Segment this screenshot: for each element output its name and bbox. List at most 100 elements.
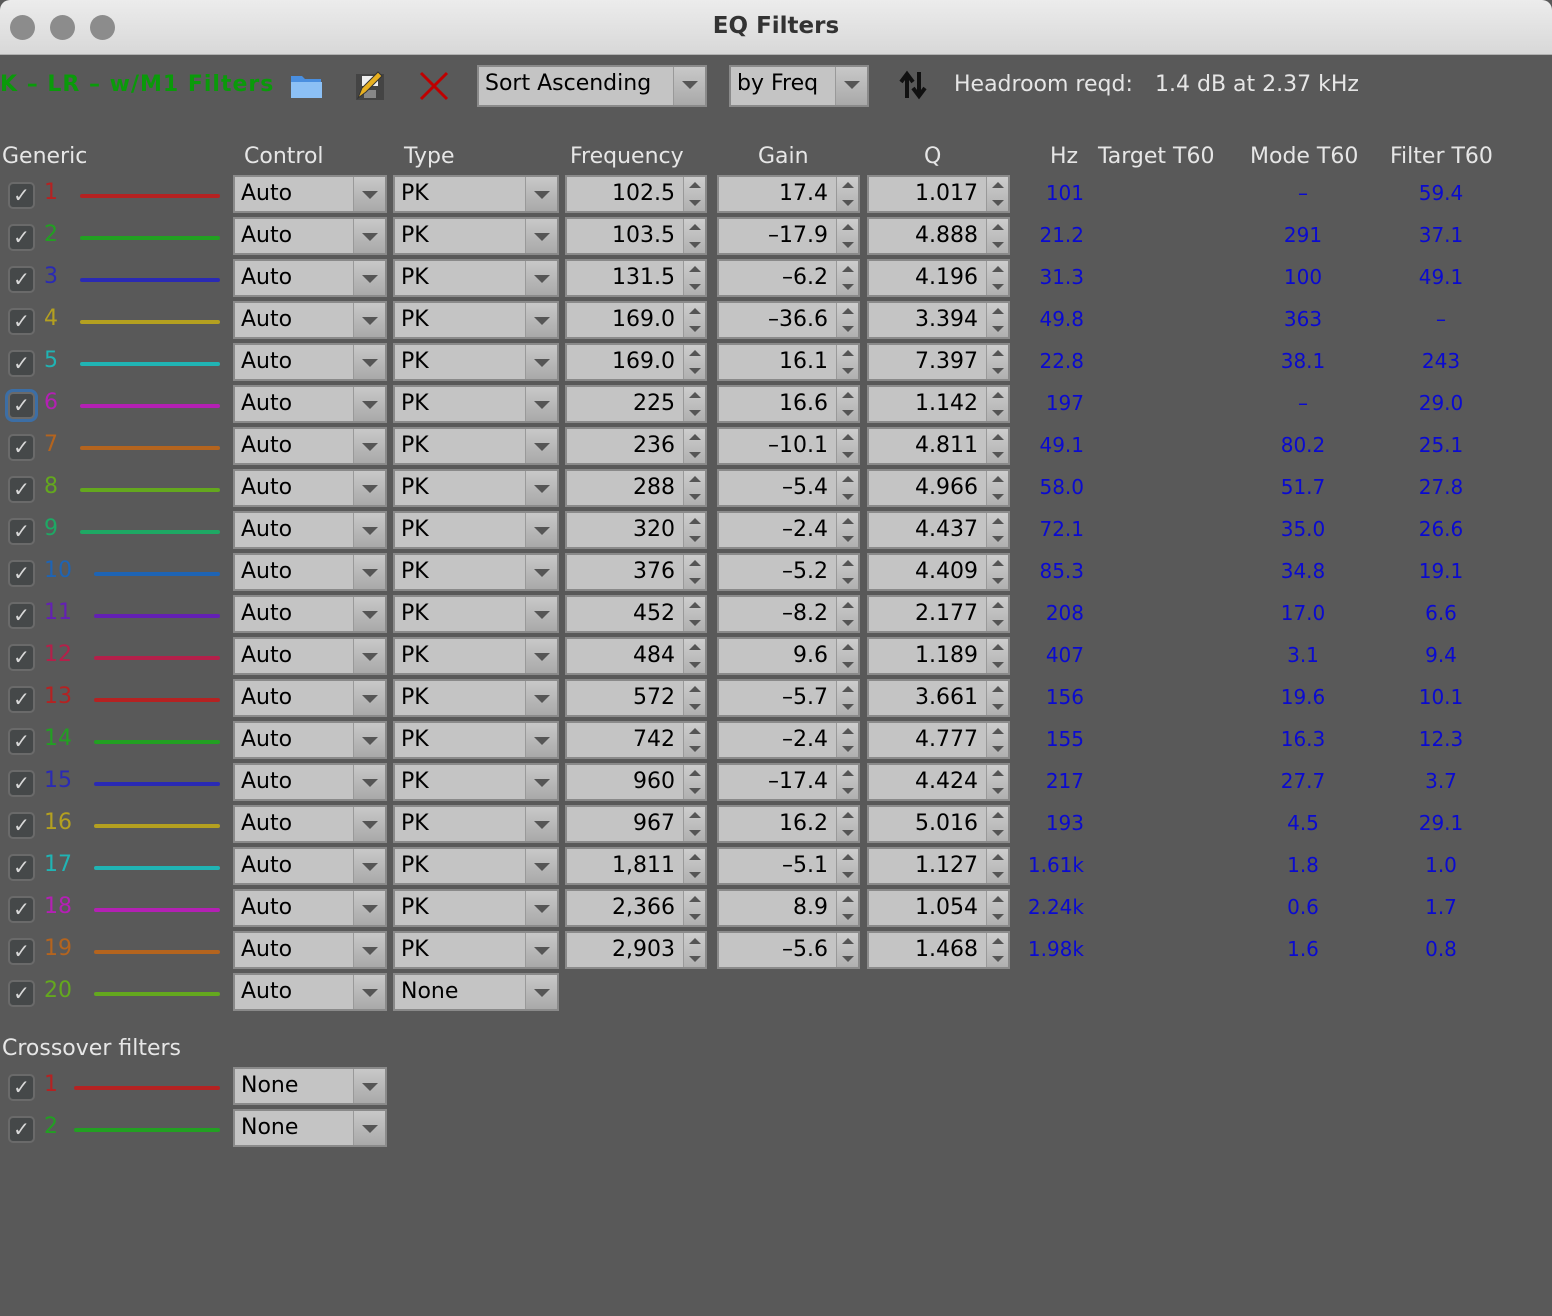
sort-by-select[interactable]: by Freq	[729, 65, 869, 107]
minimize-window-button[interactable]	[50, 15, 75, 40]
control-select[interactable]: Auto	[233, 343, 387, 381]
type-select[interactable]: PK	[393, 175, 559, 213]
close-window-button[interactable]	[10, 15, 35, 40]
spinner-arrows-icon[interactable]	[836, 471, 858, 505]
spinner-arrows-icon[interactable]	[836, 723, 858, 757]
type-select[interactable]: None	[233, 1067, 387, 1105]
frequency-spinner[interactable]: 960	[565, 763, 707, 801]
spinner-arrows-icon[interactable]	[836, 807, 858, 841]
frequency-spinner[interactable]: 742	[565, 721, 707, 759]
control-select[interactable]: Auto	[233, 175, 387, 213]
spinner-arrows-icon[interactable]	[986, 765, 1008, 799]
spinner-arrows-icon[interactable]	[683, 807, 705, 841]
type-select[interactable]: PK	[393, 259, 559, 297]
frequency-spinner[interactable]: 376	[565, 553, 707, 591]
type-select[interactable]: PK	[393, 805, 559, 843]
spinner-arrows-icon[interactable]	[836, 555, 858, 589]
enable-checkbox[interactable]: ✓	[8, 686, 35, 713]
spinner-arrows-icon[interactable]	[836, 303, 858, 337]
q-spinner[interactable]: 1.127	[867, 847, 1010, 885]
spinner-arrows-icon[interactable]	[986, 261, 1008, 295]
spinner-arrows-icon[interactable]	[836, 639, 858, 673]
frequency-spinner[interactable]: 967	[565, 805, 707, 843]
enable-checkbox[interactable]: ✓	[8, 476, 35, 503]
frequency-spinner[interactable]: 2,366	[565, 889, 707, 927]
control-select[interactable]: Auto	[233, 259, 387, 297]
spinner-arrows-icon[interactable]	[683, 219, 705, 253]
spinner-arrows-icon[interactable]	[683, 933, 705, 967]
type-select[interactable]: PK	[393, 721, 559, 759]
folder-icon[interactable]	[290, 72, 322, 100]
close-x-icon[interactable]	[418, 70, 450, 102]
gain-spinner[interactable]: –2.4	[717, 721, 860, 759]
type-select[interactable]: PK	[393, 763, 559, 801]
control-select[interactable]: Auto	[233, 217, 387, 255]
spinner-arrows-icon[interactable]	[683, 597, 705, 631]
spinner-arrows-icon[interactable]	[683, 303, 705, 337]
frequency-spinner[interactable]: 288	[565, 469, 707, 507]
type-select[interactable]: PK	[393, 889, 559, 927]
q-spinner[interactable]: 4.437	[867, 511, 1010, 549]
spinner-arrows-icon[interactable]	[986, 933, 1008, 967]
gain-spinner[interactable]: 9.6	[717, 637, 860, 675]
control-select[interactable]: Auto	[233, 847, 387, 885]
enable-checkbox[interactable]: ✓	[8, 896, 35, 923]
q-spinner[interactable]: 1.054	[867, 889, 1010, 927]
spinner-arrows-icon[interactable]	[986, 555, 1008, 589]
type-select[interactable]: None	[233, 1109, 387, 1147]
enable-checkbox[interactable]: ✓	[8, 980, 35, 1007]
spinner-arrows-icon[interactable]	[986, 303, 1008, 337]
gain-spinner[interactable]: 16.1	[717, 343, 860, 381]
spinner-arrows-icon[interactable]	[836, 261, 858, 295]
q-spinner[interactable]: 5.016	[867, 805, 1010, 843]
spinner-arrows-icon[interactable]	[836, 765, 858, 799]
spinner-arrows-icon[interactable]	[683, 681, 705, 715]
type-select[interactable]: PK	[393, 217, 559, 255]
type-select[interactable]: PK	[393, 469, 559, 507]
gain-spinner[interactable]: –5.4	[717, 469, 860, 507]
gain-spinner[interactable]: –2.4	[717, 511, 860, 549]
gain-spinner[interactable]: 8.9	[717, 889, 860, 927]
enable-checkbox[interactable]: ✓	[8, 602, 35, 629]
spinner-arrows-icon[interactable]	[986, 597, 1008, 631]
spinner-arrows-icon[interactable]	[836, 429, 858, 463]
enable-checkbox[interactable]: ✓	[8, 392, 35, 419]
spinner-arrows-icon[interactable]	[986, 345, 1008, 379]
control-select[interactable]: Auto	[233, 973, 387, 1011]
enable-checkbox[interactable]: ✓	[8, 1116, 35, 1143]
gain-spinner[interactable]: –6.2	[717, 259, 860, 297]
control-select[interactable]: Auto	[233, 679, 387, 717]
spinner-arrows-icon[interactable]	[683, 471, 705, 505]
spinner-arrows-icon[interactable]	[836, 513, 858, 547]
spinner-arrows-icon[interactable]	[836, 681, 858, 715]
spinner-arrows-icon[interactable]	[986, 387, 1008, 421]
frequency-spinner[interactable]: 225	[565, 385, 707, 423]
type-select[interactable]: PK	[393, 553, 559, 591]
spinner-arrows-icon[interactable]	[986, 681, 1008, 715]
sort-arrows-icon[interactable]	[898, 70, 928, 100]
control-select[interactable]: Auto	[233, 805, 387, 843]
q-spinner[interactable]: 1.468	[867, 931, 1010, 969]
enable-checkbox[interactable]: ✓	[8, 812, 35, 839]
control-select[interactable]: Auto	[233, 637, 387, 675]
spinner-arrows-icon[interactable]	[683, 261, 705, 295]
spinner-arrows-icon[interactable]	[836, 597, 858, 631]
q-spinner[interactable]: 1.189	[867, 637, 1010, 675]
spinner-arrows-icon[interactable]	[683, 639, 705, 673]
gain-spinner[interactable]: 17.4	[717, 175, 860, 213]
type-select[interactable]: PK	[393, 385, 559, 423]
spinner-arrows-icon[interactable]	[986, 891, 1008, 925]
gain-spinner[interactable]: –5.1	[717, 847, 860, 885]
q-spinner[interactable]: 4.888	[867, 217, 1010, 255]
enable-checkbox[interactable]: ✓	[8, 224, 35, 251]
type-select[interactable]: None	[393, 973, 559, 1011]
q-spinner[interactable]: 1.142	[867, 385, 1010, 423]
spinner-arrows-icon[interactable]	[683, 849, 705, 883]
enable-checkbox[interactable]: ✓	[8, 350, 35, 377]
spinner-arrows-icon[interactable]	[986, 639, 1008, 673]
spinner-arrows-icon[interactable]	[683, 513, 705, 547]
gain-spinner[interactable]: 16.2	[717, 805, 860, 843]
spinner-arrows-icon[interactable]	[986, 513, 1008, 547]
control-select[interactable]: Auto	[233, 763, 387, 801]
enable-checkbox[interactable]: ✓	[8, 518, 35, 545]
